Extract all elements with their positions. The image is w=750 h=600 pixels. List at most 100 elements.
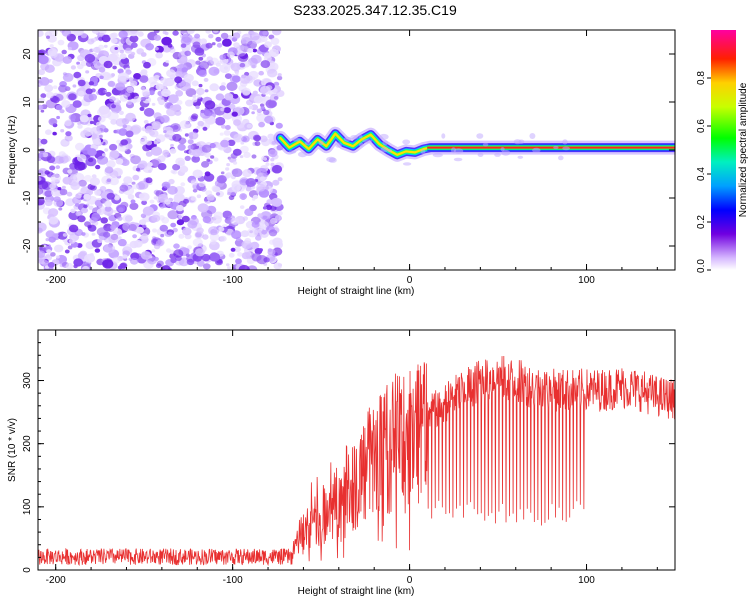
noise-blob <box>242 169 252 178</box>
noise-blob <box>173 195 182 203</box>
noise-blob <box>245 178 257 187</box>
noise-blob <box>42 244 47 248</box>
noise-blob <box>192 169 203 179</box>
noise-blob <box>188 131 199 140</box>
noise-blob <box>244 71 250 77</box>
noise-blob <box>61 49 67 55</box>
noise-blob <box>150 146 163 156</box>
noise-blob <box>48 118 58 126</box>
noise-blob <box>68 238 76 244</box>
noise-blob <box>192 41 201 49</box>
noise-blob <box>109 96 116 102</box>
noise-blob <box>227 51 235 59</box>
noise-blob <box>185 253 190 257</box>
noise-blob <box>103 231 111 238</box>
noise-blob <box>98 36 104 42</box>
noise-blob <box>184 133 189 137</box>
noise-blob <box>216 42 223 48</box>
noise-blob <box>61 185 66 190</box>
noise-blob <box>231 168 243 178</box>
noise-blob <box>251 253 262 262</box>
noise-blob <box>38 227 43 234</box>
noise-blob <box>97 115 106 123</box>
noise-blob <box>219 85 226 91</box>
noise-blob <box>38 250 46 258</box>
ridge-speckle <box>453 157 463 162</box>
noise-blob <box>239 75 251 84</box>
noise-blob <box>167 210 179 220</box>
noise-blob <box>83 93 94 103</box>
noise-blob <box>130 155 142 165</box>
noise-blob <box>127 194 135 200</box>
noise-blob <box>44 199 53 207</box>
noise-blob <box>219 63 231 74</box>
noise-blob <box>142 206 154 216</box>
noise-blob <box>73 71 82 79</box>
noise-blob <box>183 198 189 204</box>
noise-blob <box>272 179 280 186</box>
noise-blob <box>117 230 122 235</box>
noise-blob <box>196 260 205 267</box>
noise-blob <box>89 120 94 125</box>
noise-blob <box>239 205 245 210</box>
noise-blob <box>112 65 117 70</box>
colorbar-tick-label: 0.8 <box>696 71 707 85</box>
noise-blob <box>166 69 176 78</box>
noise-blob <box>170 257 177 264</box>
noise-blob <box>200 64 205 68</box>
noise-blob <box>267 68 278 78</box>
noise-blob <box>238 264 250 270</box>
noise-blob <box>65 131 72 137</box>
noise-blob <box>145 125 154 132</box>
noise-blob <box>208 66 220 76</box>
noise-blob <box>47 262 55 268</box>
noise-blob <box>98 89 106 96</box>
noise-blob <box>91 48 97 52</box>
noise-blob <box>220 171 225 175</box>
noise-blob <box>84 221 91 227</box>
noise-blob <box>195 248 205 257</box>
noise-blob <box>57 187 62 191</box>
noise-blob <box>128 77 134 82</box>
noise-blob <box>260 225 265 230</box>
noise-blob <box>166 107 177 117</box>
noise-blob <box>203 263 211 270</box>
noise-blob <box>240 145 249 154</box>
noise-blob <box>70 174 77 180</box>
noise-blob <box>118 110 124 115</box>
noise-blob <box>227 139 236 146</box>
snr-y-label: SNR (10 * v/v) <box>7 418 18 482</box>
x-tick-label: 0 <box>407 275 413 286</box>
noise-blob <box>125 69 132 75</box>
noise-blob <box>180 43 187 48</box>
noise-blob <box>250 104 259 111</box>
colorbar-tick-label: 0.4 <box>696 167 707 181</box>
noise-blob <box>265 162 270 166</box>
noise-blob <box>117 72 129 82</box>
noise-blob <box>226 163 231 167</box>
noise-blob <box>203 77 209 82</box>
noise-blob <box>76 61 80 65</box>
noise-blob <box>64 249 70 254</box>
noise-blob <box>209 83 219 92</box>
ridge-speckle <box>529 133 536 139</box>
noise-blob <box>183 248 190 254</box>
noise-blob <box>145 43 155 51</box>
noise-blob <box>129 35 139 43</box>
ridge-speckle <box>441 133 446 139</box>
noise-blob <box>199 38 207 45</box>
noise-blob <box>262 157 268 161</box>
noise-blob <box>77 124 83 129</box>
noise-blob <box>177 143 186 151</box>
noise-blob <box>40 109 45 113</box>
noise-blob <box>114 195 120 201</box>
noise-blob <box>38 104 44 110</box>
noise-blob <box>251 111 255 115</box>
noise-blob <box>158 99 165 106</box>
noise-blob <box>159 203 165 209</box>
noise-blob <box>180 165 189 173</box>
noise-blob <box>107 213 111 217</box>
noise-blob <box>199 109 212 119</box>
noise-blob <box>119 49 125 54</box>
noise-blob <box>58 84 68 93</box>
